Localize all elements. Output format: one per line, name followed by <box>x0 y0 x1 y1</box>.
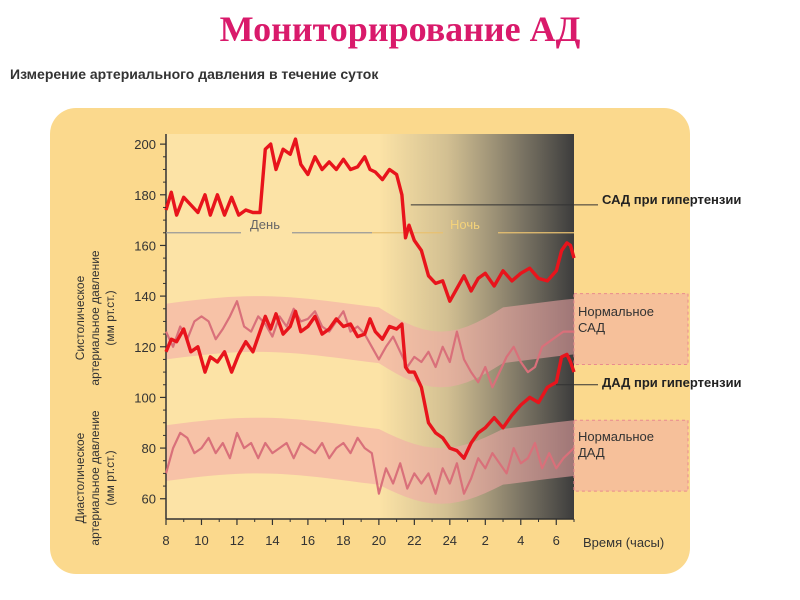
night-label: Ночь <box>450 217 480 232</box>
y-tick-label: 140 <box>134 289 156 304</box>
x-tick-label: 6 <box>553 533 560 548</box>
y-tick-label: 80 <box>142 441 156 456</box>
normal-sad-label-1: Нормальное <box>578 304 654 319</box>
sad-hypertension-line <box>164 137 576 303</box>
x-tick-label: 14 <box>265 533 279 548</box>
x-tick-label: 18 <box>336 533 350 548</box>
y-tick-label: 120 <box>134 340 156 355</box>
page-title: Мониторирование АД <box>219 9 581 49</box>
normal-sad-legend-box <box>573 293 689 365</box>
chart-subtitle: Измерение артериального давления в течен… <box>10 66 379 82</box>
y-tick-label: 100 <box>134 390 156 405</box>
normal-dad-label-2: ДАД <box>578 445 605 460</box>
normal-dad-legend-box <box>573 419 689 492</box>
axes <box>165 134 574 520</box>
y-tick-label: 200 <box>134 137 156 152</box>
y-axis-label-systolic: Систолическоеартериальное давление(мм рт… <box>73 250 117 386</box>
dad-hypertension-label: ДАД при гипертензии <box>602 375 742 390</box>
series-lines <box>164 137 576 495</box>
y-axis-label-diastolic: Диастолическоеартериальное давление(мм р… <box>73 410 117 546</box>
y-tick-label: 60 <box>142 492 156 507</box>
x-tick-label: 24 <box>443 533 457 548</box>
annotations: САД при гипертензии ДАД при гипертензии … <box>250 192 742 550</box>
normal-sad-line <box>165 300 574 389</box>
x-tick-label: 4 <box>517 533 524 548</box>
x-tick-label: 2 <box>482 533 489 548</box>
normal-dad-line <box>164 431 575 495</box>
normal-dad-band <box>166 417 574 504</box>
x-axis-label: Время (часы) <box>583 535 664 550</box>
day-label: День <box>250 217 280 232</box>
x-tick-label: 20 <box>372 533 386 548</box>
y-tick-label: 180 <box>134 188 156 203</box>
y-tick-label: 160 <box>134 238 156 253</box>
x-tick-label: 22 <box>407 533 421 548</box>
normal-dad-label-1: Нормальное <box>578 429 654 444</box>
x-tick-label: 8 <box>162 533 169 548</box>
sad-hypertension-label: САД при гипертензии <box>602 192 741 207</box>
x-tick-label: 12 <box>230 533 244 548</box>
normal-sad-label-2: САД <box>578 320 605 335</box>
x-tick-label: 16 <box>301 533 315 548</box>
x-tick-label: 10 <box>194 533 208 548</box>
dad-hypertension-line <box>164 309 576 460</box>
